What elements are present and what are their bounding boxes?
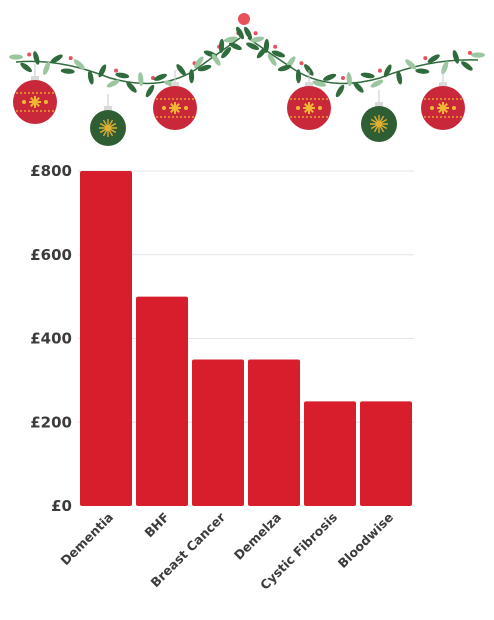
leaf-icon: [228, 42, 242, 51]
red-bauble-icon: [13, 64, 57, 124]
christmas-garland: [9, 13, 485, 146]
leaf-icon: [346, 72, 352, 87]
leaf-icon: [271, 50, 286, 58]
y-tick-label: £0: [51, 497, 72, 515]
leaf-icon: [73, 59, 85, 70]
leaf-icon: [353, 81, 364, 93]
leaf-icon: [42, 61, 50, 75]
green-bauble-icon: [90, 94, 126, 146]
leaf-icon: [235, 26, 245, 40]
leaf-icon: [267, 53, 277, 66]
bar: [80, 171, 132, 506]
leaf-icon: [277, 64, 292, 72]
berry-icon: [299, 61, 304, 66]
leaf-icon: [461, 61, 473, 71]
leaf-icon: [250, 36, 265, 43]
bar: [192, 359, 244, 506]
x-tick-label: Bloodwise: [335, 510, 396, 571]
x-tick-label: Dementia: [57, 510, 116, 569]
leaf-icon: [370, 79, 384, 88]
leaf-icon: [295, 69, 302, 84]
y-tick-label: £800: [30, 162, 72, 180]
chart-gridlines: [78, 170, 414, 423]
leaf-icon: [115, 72, 130, 79]
leaf-icon: [98, 64, 107, 78]
y-axis-ticks: £0 £200 £400 £600 £800: [30, 162, 72, 515]
x-tick-label: BHF: [141, 510, 172, 541]
berry-icon: [377, 68, 382, 73]
leaf-icon: [383, 64, 392, 78]
berry-icon: [467, 50, 472, 55]
leaf-icon: [396, 70, 403, 85]
leaf-icon: [427, 54, 440, 64]
leaf-icon: [441, 61, 449, 75]
bar: [304, 401, 356, 506]
leaf-icon: [153, 73, 167, 81]
leaf-icon: [9, 54, 23, 60]
berry-icon: [68, 56, 73, 61]
berry-icon: [114, 68, 119, 73]
leaf-icon: [126, 81, 137, 93]
bar: [360, 401, 412, 506]
leaf-icon: [145, 84, 155, 98]
bar: [248, 359, 300, 506]
berry-icon: [341, 76, 345, 80]
leaf-icon: [60, 68, 75, 74]
leaf-icon: [223, 36, 238, 43]
leaf-icon: [211, 53, 221, 66]
leaf-icon: [471, 52, 485, 58]
leaf-icon: [323, 73, 337, 81]
chart-bars: [80, 171, 412, 506]
leaf-icon: [87, 70, 94, 85]
leaf-icon: [20, 62, 32, 73]
leaf-icon: [405, 59, 417, 70]
green-bauble-icon: [361, 90, 397, 142]
leaf-icon: [243, 26, 253, 40]
vine-icon: [247, 37, 479, 85]
leaf-icon: [415, 68, 430, 74]
leaf-icon: [33, 51, 40, 65]
y-tick-label: £200: [30, 413, 72, 431]
red-bauble-icon: [421, 70, 465, 130]
leaf-icon: [50, 54, 63, 64]
berry-icon: [273, 44, 278, 49]
x-tick-label: Demelza: [231, 510, 284, 563]
red-bauble-icon: [287, 70, 331, 130]
leaf-icon: [256, 47, 267, 59]
red-bauble-icon: [153, 70, 197, 130]
leaf-icon: [197, 64, 212, 72]
leaf-icon: [452, 50, 460, 64]
leaf-icon: [138, 72, 144, 87]
y-tick-label: £400: [30, 330, 72, 348]
bar: [136, 296, 188, 506]
berry-icon: [423, 56, 428, 61]
y-tick-label: £600: [30, 246, 72, 264]
leaf-icon: [335, 84, 345, 98]
leaf-icon: [312, 80, 327, 87]
leaf-icon: [221, 47, 232, 59]
leaf-icon: [176, 64, 186, 76]
leaf-icon: [218, 38, 225, 53]
leaf-icon: [194, 56, 204, 69]
berry-icon: [27, 52, 32, 57]
leaf-icon: [106, 79, 120, 88]
leaf-icon: [304, 64, 314, 76]
berry-icon: [253, 31, 258, 36]
leaf-icon: [360, 72, 375, 79]
berry-icon: [238, 13, 250, 25]
leaf-icon: [188, 69, 195, 84]
leaf-icon: [246, 42, 260, 51]
